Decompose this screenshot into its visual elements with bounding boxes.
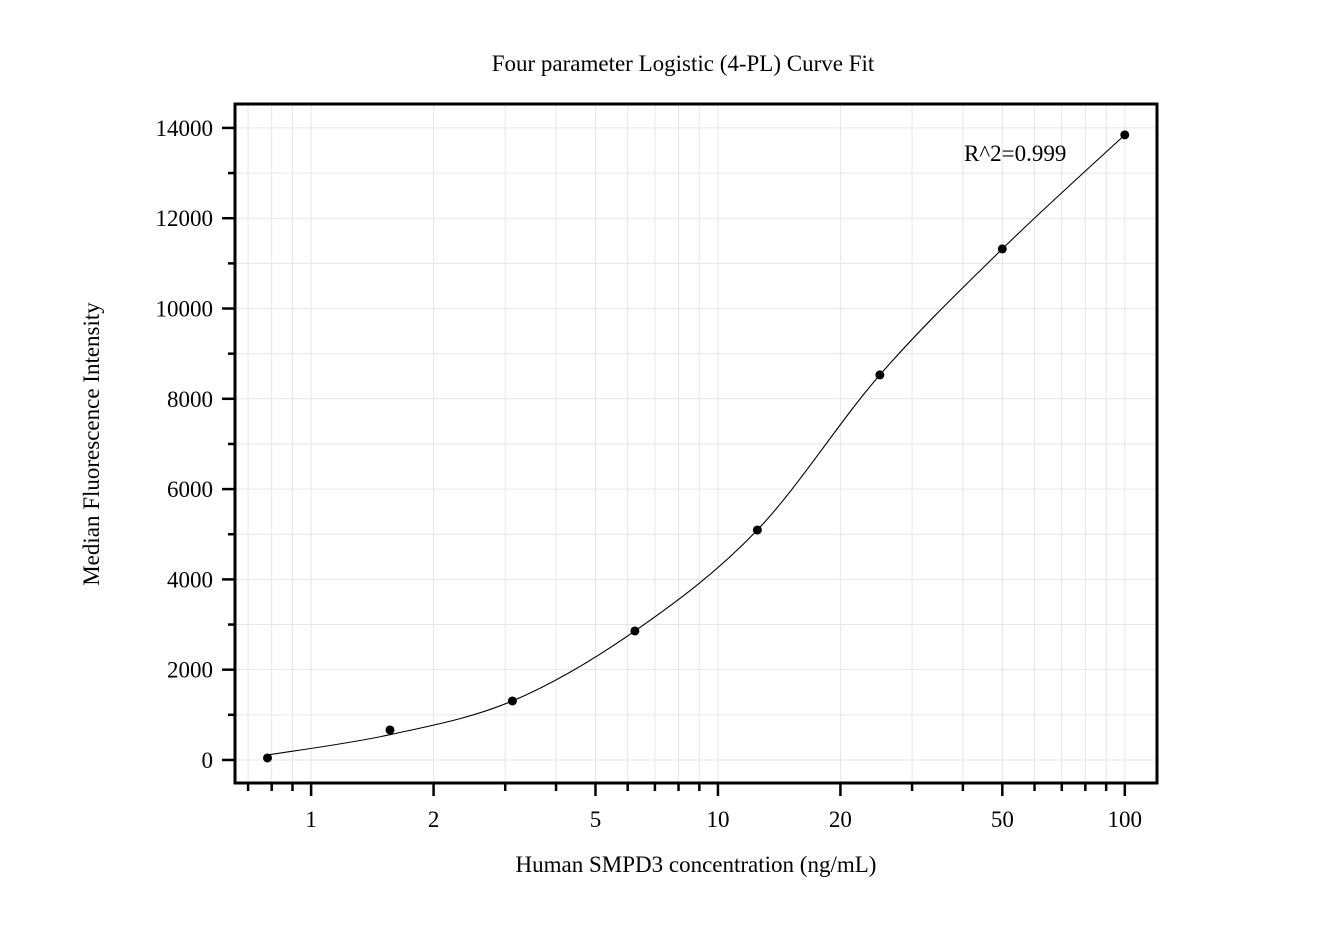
x-tick-label: 100	[1108, 807, 1143, 832]
x-tick-label: 50	[991, 807, 1014, 832]
data-point	[630, 626, 640, 636]
x-axis-label: Human SMPD3 concentration (ng/mL)	[516, 852, 877, 877]
x-tick-labels: 1 2 5 10 20 50 100	[305, 807, 1142, 832]
data-point	[752, 525, 762, 535]
data-point	[385, 725, 395, 735]
y-tick-label: 6000	[167, 477, 213, 502]
x-tick-label: 5	[590, 807, 602, 832]
data-point	[262, 753, 272, 763]
chart-title: Four parameter Logistic (4-PL) Curve Fit	[492, 51, 875, 76]
y-tick-label: 4000	[167, 567, 213, 592]
r-squared-annotation: R^2=0.999	[964, 141, 1066, 166]
data-point	[1120, 130, 1130, 140]
x-tick-label: 2	[428, 807, 440, 832]
data-point	[997, 244, 1007, 254]
data-point	[507, 696, 517, 706]
y-axis-label: Median Fluorescence Intensity	[79, 302, 104, 586]
y-tick-label: 2000	[167, 658, 213, 683]
y-tick-label: 12000	[156, 206, 214, 231]
y-tick-label: 0	[202, 748, 214, 773]
x-tick-label: 10	[706, 807, 729, 832]
axis-ticks	[222, 126, 1127, 796]
data-points	[262, 130, 1130, 763]
y-tick-label: 8000	[167, 387, 213, 412]
grid	[235, 104, 1157, 783]
x-tick-label: 1	[305, 807, 317, 832]
fit-curve	[267, 134, 1126, 756]
data-point	[875, 370, 885, 380]
y-tick-label: 14000	[156, 116, 214, 141]
y-tick-label: 10000	[156, 297, 214, 322]
y-tick-labels: 0 2000 4000 6000 8000 10000 12000 14000	[156, 116, 214, 773]
x-tick-label: 20	[829, 807, 852, 832]
